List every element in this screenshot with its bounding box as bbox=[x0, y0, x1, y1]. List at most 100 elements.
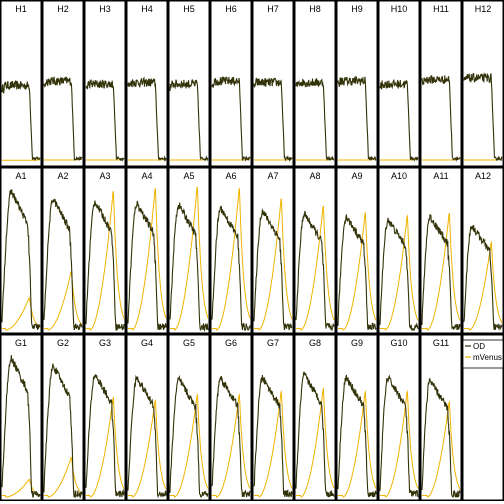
series-line-od bbox=[1, 80, 41, 161]
panel-frame bbox=[252, 167, 294, 334]
series-line-mvenus bbox=[44, 270, 83, 331]
panel-label: G9 bbox=[351, 338, 363, 348]
panel-label: H5 bbox=[183, 4, 195, 14]
panel-label: A7 bbox=[267, 171, 278, 181]
panel-A2: A2 bbox=[42, 167, 84, 334]
panel-label: A6 bbox=[225, 171, 236, 181]
panel-H11: H11 bbox=[420, 0, 462, 167]
legend-box bbox=[462, 339, 504, 369]
series-line-mvenus bbox=[212, 158, 251, 161]
panel-frame bbox=[294, 334, 336, 501]
series-line-od bbox=[295, 78, 335, 161]
series-line-mvenus bbox=[422, 400, 461, 498]
series-line-mvenus bbox=[2, 159, 41, 161]
panel-G1: G1 bbox=[0, 334, 42, 501]
panel-frame bbox=[126, 167, 168, 334]
series-line-mvenus bbox=[254, 389, 293, 498]
legend-label-od: OD bbox=[473, 342, 485, 351]
panel-frame bbox=[84, 334, 126, 501]
series-line-mvenus bbox=[212, 393, 251, 498]
panel-label: G5 bbox=[183, 338, 195, 348]
series-line-od bbox=[127, 76, 167, 162]
series-line-od bbox=[253, 207, 293, 331]
series-line-mvenus bbox=[212, 188, 251, 331]
series-line-od bbox=[337, 75, 377, 162]
panel-A8: A8 bbox=[294, 167, 336, 334]
panel-frame bbox=[84, 0, 126, 167]
panel-label: A12 bbox=[475, 171, 491, 181]
panel-G5: G5 bbox=[168, 334, 210, 501]
panel-label: H11 bbox=[433, 4, 449, 14]
panel-H10: H10 bbox=[378, 0, 420, 167]
series-line-od bbox=[295, 371, 335, 498]
panel-label: A4 bbox=[141, 171, 152, 181]
series-line-mvenus bbox=[338, 389, 377, 498]
series-line-mvenus bbox=[128, 188, 167, 331]
panel-H8: H8 bbox=[294, 0, 336, 167]
series-line-od bbox=[253, 77, 293, 163]
panel-H1: H1 bbox=[0, 0, 42, 167]
panel-label: H8 bbox=[309, 4, 321, 14]
panel-label: H12 bbox=[475, 4, 492, 14]
series-line-od bbox=[43, 363, 83, 500]
panel-A11: A11 bbox=[420, 167, 462, 334]
legend-label-mvenus: mVenus bbox=[473, 353, 502, 362]
series-line-od bbox=[85, 78, 125, 162]
panel-label: H10 bbox=[391, 4, 408, 14]
series-line-mvenus bbox=[464, 240, 503, 331]
panel-label: G6 bbox=[225, 338, 237, 348]
panel-label: G4 bbox=[141, 338, 153, 348]
panel-frame bbox=[84, 167, 126, 334]
series-line-od bbox=[463, 72, 503, 162]
series-line-od bbox=[211, 76, 251, 162]
panel-label: H3 bbox=[99, 4, 111, 14]
panel-G10: G10 bbox=[378, 334, 420, 501]
panel-label: A1 bbox=[15, 171, 26, 181]
panel-frame bbox=[378, 167, 420, 334]
panel-label: A11 bbox=[433, 171, 448, 181]
series-line-od bbox=[421, 378, 461, 498]
series-line-od bbox=[211, 376, 251, 498]
panel-G6: G6 bbox=[210, 334, 252, 501]
series-line-mvenus bbox=[44, 456, 83, 498]
series-line-mvenus bbox=[296, 205, 335, 331]
series-line-od bbox=[169, 78, 209, 162]
panel-frame bbox=[0, 334, 42, 501]
series-line-mvenus bbox=[170, 393, 209, 498]
series-line-mvenus bbox=[86, 158, 125, 161]
panel-label: G11 bbox=[433, 338, 449, 348]
panel-label: G1 bbox=[15, 338, 27, 348]
panel-frame bbox=[210, 167, 252, 334]
panel-H2: H2 bbox=[42, 0, 84, 167]
series-line-od bbox=[85, 374, 125, 498]
series-line-mvenus bbox=[170, 158, 209, 161]
panel-A1: A1 bbox=[0, 167, 42, 334]
panel-label: A3 bbox=[99, 171, 110, 181]
panel-frame bbox=[168, 334, 210, 501]
series-line-mvenus bbox=[86, 191, 125, 331]
panel-label: H7 bbox=[267, 4, 279, 14]
panel-A7: A7 bbox=[252, 167, 294, 334]
series-line-od bbox=[1, 189, 41, 331]
panel-label: A2 bbox=[57, 171, 68, 181]
series-line-mvenus bbox=[254, 198, 293, 331]
series-line-od bbox=[211, 205, 251, 331]
panel-frame bbox=[210, 0, 252, 167]
series-line-mvenus bbox=[2, 297, 41, 331]
panel-legend bbox=[462, 334, 504, 501]
panel-H12: H12 bbox=[462, 0, 504, 167]
series-line-mvenus bbox=[338, 211, 377, 331]
panel-label: H6 bbox=[225, 4, 237, 14]
panel-frame bbox=[168, 0, 210, 167]
panel-label: H2 bbox=[57, 4, 69, 14]
panel-G7: G7 bbox=[252, 334, 294, 501]
panel-A10: A10 bbox=[378, 167, 420, 334]
panel-A6: A6 bbox=[210, 167, 252, 334]
panel-frame bbox=[0, 167, 42, 334]
series-line-mvenus bbox=[296, 386, 335, 498]
panel-frame bbox=[42, 0, 84, 167]
series-line-od bbox=[169, 202, 209, 333]
series-line-od bbox=[85, 200, 125, 331]
panel-frame bbox=[294, 0, 336, 167]
